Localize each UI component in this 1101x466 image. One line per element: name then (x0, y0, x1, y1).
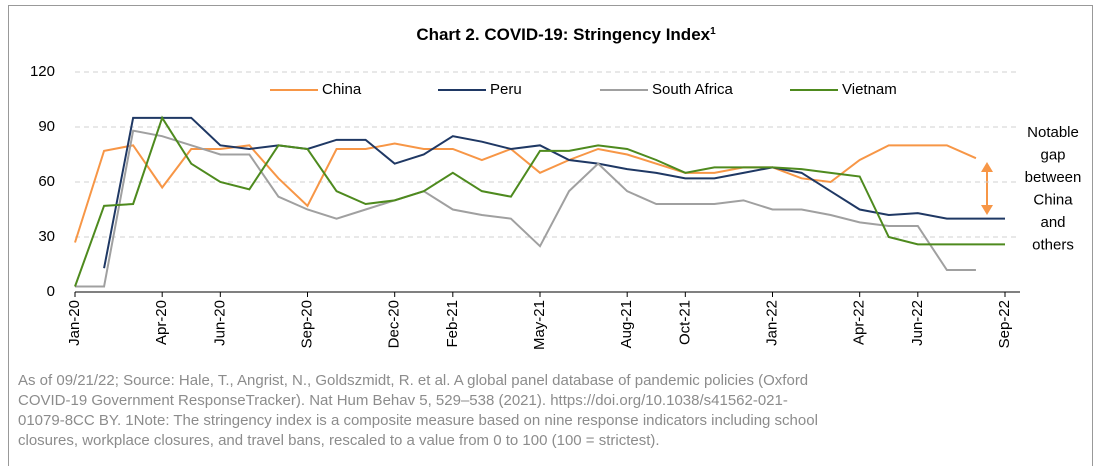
series-line (74, 142, 977, 243)
footnote: 01079-8CC BY. 1Note: The stringency inde… (18, 412, 818, 429)
frame (8, 5, 1093, 466)
x-tick-label: Jan-22 (763, 300, 780, 346)
chart-title: Chart 2. COVID-19: Stringency Index1 (416, 25, 716, 44)
footnote: COVID-19 Government ResponseTracker). Na… (18, 392, 788, 409)
x-tick-label: Sep-22 (996, 300, 1013, 348)
x-tick-label: Dec-20 (386, 300, 403, 348)
legend-label: China (322, 81, 362, 98)
y-tick-label: 30 (38, 228, 55, 245)
x-tick-label: Oct-21 (676, 300, 693, 345)
x-tick-label: Jun-20 (211, 300, 228, 346)
annotation: Notable (1027, 124, 1079, 141)
x-tick-label: Apr-22 (851, 300, 868, 345)
annotation: others (1032, 236, 1074, 253)
legend-label: South Africa (652, 81, 734, 98)
x-tick-label: Jun-22 (909, 300, 926, 346)
annotation: between (1025, 169, 1082, 186)
y-tick-label: 120 (30, 63, 55, 80)
title-text: Chart 2. COVID-19: Stringency Index (416, 25, 710, 44)
y-tick-label: 90 (38, 118, 55, 135)
series-line (75, 129, 976, 288)
annotation: China (1033, 191, 1073, 208)
x-tick-label: Feb-21 (444, 300, 461, 348)
y-tick-label: 60 (38, 173, 55, 190)
x-tick-label: Apr-20 (153, 300, 170, 345)
legend-label: Peru (490, 81, 522, 98)
annotation: gap (1040, 146, 1065, 163)
footnote: closures, workplace closures, and travel… (18, 432, 660, 449)
x-tick-label: Jan-20 (66, 300, 83, 346)
footnote: As of 09/21/22; Source: Hale, T., Angris… (18, 372, 808, 389)
x-tick-label: May-21 (531, 300, 548, 350)
legend-label: Vietnam (842, 81, 897, 98)
y-tick-label: 0 (47, 283, 55, 300)
series-line (74, 115, 1005, 287)
annotation: and (1040, 214, 1065, 231)
x-tick-label: Sep-20 (298, 300, 315, 348)
series-line (103, 116, 1005, 269)
x-tick-label: Aug-21 (618, 300, 635, 348)
title-superscript: 1 (710, 26, 716, 37)
